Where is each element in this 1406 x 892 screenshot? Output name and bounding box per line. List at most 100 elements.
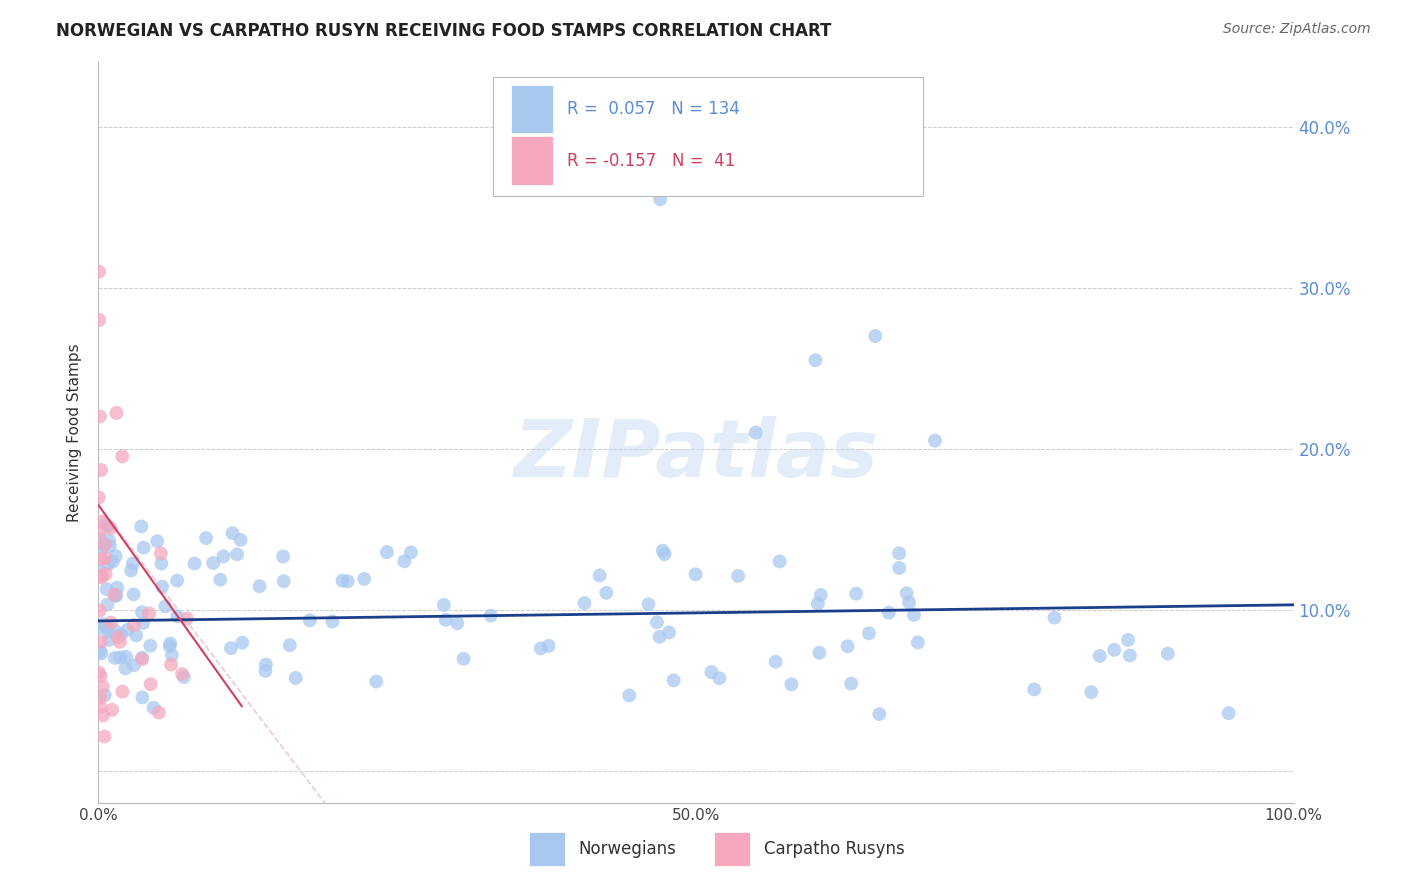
Point (100, 521, 122, 535)
Point (366, 674, 388, 689)
Point (845, 587, 868, 601)
Point (87, 265, 110, 279)
Point (90, 532, 112, 546)
Point (903, 607, 925, 622)
Point (90, 542, 112, 557)
Point (110, 628, 132, 642)
Text: ZIPatlas: ZIPatlas (513, 416, 879, 494)
Point (148, 706, 170, 720)
Bar (510, 136, 553, 185)
Point (90, 634, 112, 648)
Point (87, 665, 110, 680)
Point (122, 658, 145, 673)
Point (90, 552, 112, 566)
Point (321, 615, 343, 629)
Point (105, 406, 128, 420)
Point (89, 604, 111, 618)
Point (87, 491, 110, 505)
Point (122, 618, 145, 632)
Point (877, 606, 900, 620)
Point (209, 573, 232, 587)
Point (810, 588, 832, 602)
Point (1088, 648, 1111, 663)
Point (142, 700, 165, 714)
Point (90, 621, 112, 635)
Point (96, 598, 118, 612)
Point (226, 547, 249, 561)
Point (254, 657, 277, 672)
Bar (510, 85, 553, 133)
Point (90, 463, 112, 477)
Point (453, 652, 475, 666)
Point (645, 615, 668, 630)
Point (1080, 685, 1102, 699)
Point (104, 589, 127, 603)
Point (1024, 682, 1046, 697)
Point (807, 597, 830, 611)
Point (434, 613, 457, 627)
Point (94, 551, 117, 566)
Point (648, 630, 671, 644)
Point (97, 624, 120, 639)
Point (131, 519, 153, 533)
Point (110, 650, 132, 665)
Point (139, 639, 162, 653)
Point (780, 677, 803, 691)
Point (183, 557, 205, 571)
Point (375, 545, 398, 559)
FancyBboxPatch shape (494, 78, 922, 195)
Point (89, 409, 111, 424)
Point (94, 567, 117, 582)
Point (889, 561, 911, 575)
Point (889, 546, 911, 560)
Point (254, 664, 277, 678)
Point (90, 647, 112, 661)
Point (858, 626, 880, 640)
Point (89, 699, 111, 714)
Point (97, 558, 120, 572)
Point (131, 652, 153, 666)
Point (195, 531, 218, 545)
Point (131, 605, 153, 619)
Text: NORWEGIAN VS CARPATHO RUSYN RECEIVING FOOD STAMPS CORRELATION CHART: NORWEGIAN VS CARPATHO RUSYN RECEIVING FO… (56, 22, 831, 40)
Point (898, 595, 921, 609)
Point (530, 641, 553, 656)
Point (868, 707, 890, 722)
Point (353, 572, 375, 586)
Point (103, 588, 125, 602)
Point (131, 650, 153, 665)
Point (91, 617, 114, 632)
Point (160, 657, 183, 672)
Point (446, 616, 468, 631)
Point (394, 554, 416, 568)
Point (104, 651, 127, 665)
Point (105, 581, 128, 595)
Point (150, 557, 173, 571)
Point (111, 450, 134, 464)
Point (709, 671, 731, 685)
Point (298, 613, 321, 627)
Point (896, 586, 918, 600)
Point (219, 641, 242, 656)
Bar (529, 832, 565, 866)
Point (172, 667, 194, 681)
Point (284, 671, 307, 685)
Point (91, 680, 114, 694)
Point (100, 615, 122, 630)
Point (87, 525, 110, 540)
Point (765, 655, 787, 669)
Point (97, 519, 120, 533)
Point (104, 549, 127, 563)
Point (595, 586, 617, 600)
Point (804, 353, 827, 368)
Point (96, 582, 118, 596)
Point (90, 515, 112, 529)
Point (149, 546, 172, 560)
Point (212, 549, 235, 564)
Point (865, 329, 887, 343)
Point (93, 538, 115, 552)
Point (271, 549, 294, 564)
Point (120, 563, 142, 577)
Point (654, 547, 676, 561)
Point (159, 639, 181, 653)
